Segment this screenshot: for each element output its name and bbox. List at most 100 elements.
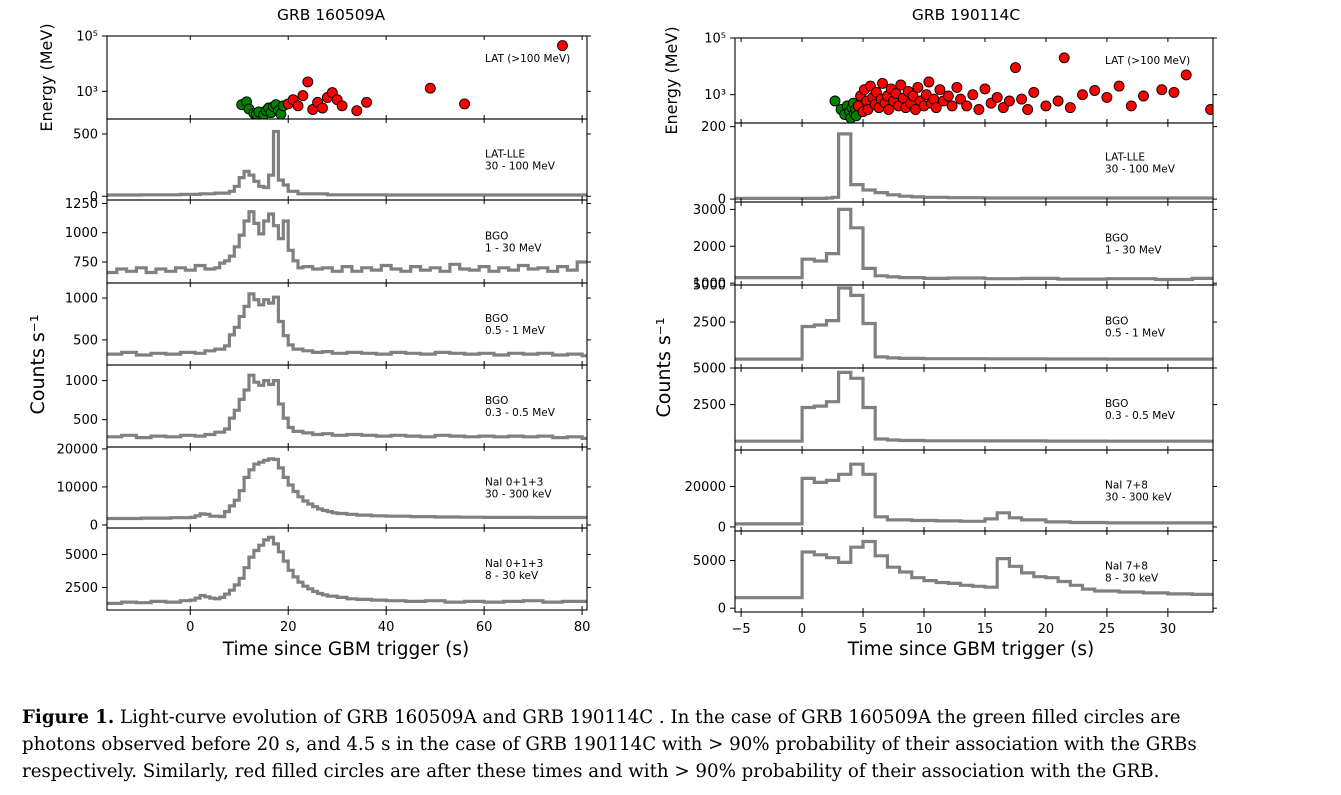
panel-label: 30 - 300 keV bbox=[485, 489, 552, 501]
late-photon-point bbox=[883, 104, 895, 115]
late-photon-point bbox=[1089, 85, 1101, 96]
energy-axis-label: Energy (MeV) bbox=[37, 23, 56, 131]
y-tick-label: 5000 bbox=[65, 548, 98, 563]
y-tick-label: 0 bbox=[90, 190, 98, 205]
panel-label: BGO bbox=[485, 231, 508, 243]
late-photon-point bbox=[1101, 91, 1113, 103]
x-tick-label: 60 bbox=[476, 620, 493, 635]
light-curve-line bbox=[107, 292, 587, 358]
panel-label: BGO bbox=[1105, 316, 1128, 328]
late-photon-point bbox=[557, 40, 568, 52]
y-tick-label: 10000 bbox=[57, 480, 98, 495]
panel-label: NaI 7+8 bbox=[1105, 480, 1148, 492]
x-tick-label: 10 bbox=[916, 622, 933, 637]
light-curve-line bbox=[735, 539, 1213, 600]
y-tick-label: 200 bbox=[701, 120, 726, 135]
light-curve-line bbox=[107, 210, 587, 275]
x-tick-label: 30 bbox=[1160, 622, 1177, 637]
y-tick-label: 10³ bbox=[76, 85, 98, 100]
chart-title: GRB 160509A bbox=[277, 6, 386, 24]
y-tick-label: 5000 bbox=[693, 554, 726, 569]
late-photon-point bbox=[979, 83, 991, 95]
y-tick-label: 0 bbox=[718, 602, 726, 617]
panel-6: 0 10000 20000 NaI 0+1+330 - 300 keV bbox=[57, 442, 591, 533]
y-tick-label: 2500 bbox=[65, 581, 98, 596]
panel-6: 0 20000 NaI 7+830 - 300 keV bbox=[685, 449, 1217, 535]
energy-axis-label: Energy (MeV) bbox=[662, 26, 681, 134]
y-tick-label: 0 bbox=[90, 518, 98, 533]
panel-label: 1 - 30 MeV bbox=[485, 243, 542, 255]
panel-label: 30 - 100 MeV bbox=[1105, 164, 1176, 176]
chart-grb160509a: GRB 160509A 10³ 10⁵ LAT (>100 MeV) 0 500 LAT-L… bbox=[27, 6, 591, 660]
panel-frame bbox=[734, 530, 1214, 613]
late-photon-point bbox=[967, 89, 979, 101]
y-tick-label: 2500 bbox=[693, 316, 726, 331]
late-photon-point bbox=[1113, 80, 1125, 92]
late-photon-point bbox=[1003, 95, 1015, 107]
panel-1: 10³ 10⁵ LAT (>100 MeV) bbox=[76, 30, 591, 120]
x-tick-label: 40 bbox=[378, 620, 395, 635]
late-photon-point bbox=[923, 76, 935, 88]
y-tick-label: 3000 bbox=[693, 203, 726, 218]
late-photon-point bbox=[1028, 86, 1040, 98]
y-tick-label: 750 bbox=[73, 255, 98, 270]
late-photon-point bbox=[1138, 90, 1149, 102]
late-photon-point bbox=[1156, 84, 1168, 96]
x-tick-label: 80 bbox=[574, 620, 591, 635]
panel-1: 10³ 10⁵ LAT (>100 MeV) bbox=[704, 32, 1217, 124]
late-photon-point bbox=[973, 104, 985, 115]
x-tick-label: 0 bbox=[186, 620, 194, 635]
panel-label: 30 - 300 keV bbox=[1105, 492, 1172, 504]
late-photon-point bbox=[895, 79, 907, 91]
late-photon-point bbox=[1077, 89, 1088, 101]
late-photon-point bbox=[991, 91, 1003, 103]
x-tick-label: 25 bbox=[1099, 622, 1116, 637]
panel-label: 30 - 100 MeV bbox=[485, 161, 556, 173]
light-curve-line bbox=[735, 132, 1213, 200]
panel-label: LAT (>100 MeV) bbox=[1105, 55, 1190, 67]
late-photon-point bbox=[424, 82, 436, 94]
y-tick-label: 10⁵ bbox=[704, 32, 726, 47]
y-tick-label: 5000 bbox=[693, 362, 726, 377]
late-photon-point bbox=[336, 100, 348, 112]
late-photon-point bbox=[934, 84, 946, 96]
y-tick-label: 1000 bbox=[693, 277, 726, 292]
figure-caption: Figure 1. Light-curve evolution of GRB 1… bbox=[22, 704, 1318, 785]
panel-label: NaI 7+8 bbox=[1105, 561, 1148, 573]
panel-label: 0.3 - 0.5 MeV bbox=[485, 407, 556, 419]
y-tick-label: 10⁵ bbox=[76, 30, 98, 45]
late-photon-point bbox=[942, 90, 954, 102]
late-photon-point bbox=[1168, 86, 1180, 98]
panel-7: 0 5000 NaI 7+88 - 30 keV bbox=[693, 530, 1217, 617]
x-tick-label: −5 bbox=[732, 622, 751, 637]
light-curve-line bbox=[107, 373, 587, 440]
x-axis-label: Time since GBM trigger (s) bbox=[847, 639, 1094, 660]
y-tick-label: 500 bbox=[73, 127, 98, 142]
caption-line-3: respectively. Similarly, red filled circ… bbox=[22, 761, 1160, 782]
panel-frame bbox=[734, 201, 1214, 286]
late-photon-point bbox=[1010, 62, 1021, 74]
late-photon-point bbox=[1052, 95, 1064, 107]
late-photon-point bbox=[912, 81, 924, 93]
light-curve-line bbox=[107, 129, 587, 197]
counts-axis-label: Counts s⁻¹ bbox=[653, 318, 675, 418]
light-curve-line bbox=[107, 457, 587, 521]
late-photon-point bbox=[930, 102, 942, 114]
y-tick-label: 500 bbox=[73, 413, 98, 428]
panel-label: LAT-LLE bbox=[485, 149, 525, 161]
panel-label: 0.5 - 1 MeV bbox=[1105, 328, 1166, 340]
y-tick-label: 20000 bbox=[685, 480, 726, 495]
panel-7: 2500 5000 NaI 0+1+38 - 30 keV bbox=[65, 527, 591, 611]
y-tick-label: 1000 bbox=[65, 226, 98, 241]
y-tick-label: 0 bbox=[718, 520, 726, 535]
late-photon-point bbox=[459, 98, 471, 110]
y-tick-label: 5000 bbox=[693, 279, 726, 294]
late-photon-point bbox=[1016, 93, 1028, 105]
panel-label: 0.5 - 1 MeV bbox=[485, 325, 546, 337]
late-photon-point bbox=[961, 100, 973, 112]
